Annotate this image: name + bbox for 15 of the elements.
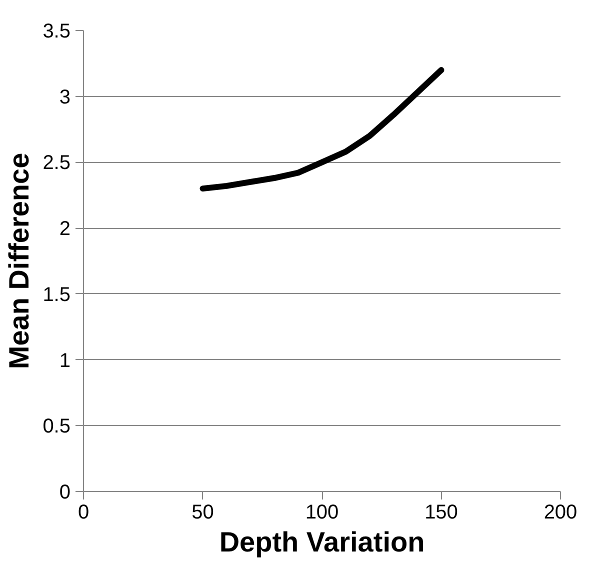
x-tick-label: 150 (424, 502, 458, 524)
y-tick-label: 1 (59, 350, 70, 372)
y-tick-label: 0 (59, 482, 70, 504)
y-tick-label: 2.5 (42, 152, 71, 174)
y-tick-label: 3 (59, 86, 70, 108)
x-tick-label: 200 (544, 502, 578, 524)
y-tick-label: 3.5 (42, 20, 71, 42)
x-axis-title: Depth Variation (219, 526, 425, 558)
y-tick-label: 2 (59, 218, 70, 240)
x-tick-label: 0 (78, 502, 90, 524)
x-tick-label: 100 (305, 502, 339, 524)
y-axis-title: Mean Difference (4, 152, 35, 370)
x-tick-label: 50 (192, 502, 214, 524)
y-tick-label: 0.5 (42, 416, 71, 438)
y-tick-label: 1.5 (42, 284, 71, 306)
